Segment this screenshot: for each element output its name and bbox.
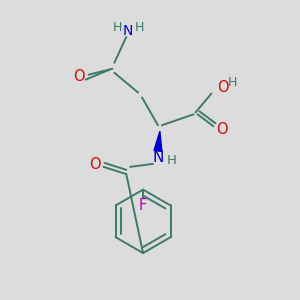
Text: N: N bbox=[152, 150, 164, 165]
Text: O: O bbox=[217, 122, 228, 137]
Text: F: F bbox=[139, 198, 147, 213]
Text: H: H bbox=[167, 154, 177, 167]
Text: O: O bbox=[73, 69, 85, 84]
Text: H: H bbox=[134, 21, 144, 34]
Text: O: O bbox=[218, 80, 229, 95]
Polygon shape bbox=[154, 131, 162, 152]
Text: N: N bbox=[123, 24, 134, 38]
Text: O: O bbox=[89, 158, 100, 172]
Text: H: H bbox=[112, 21, 122, 34]
Text: H: H bbox=[227, 76, 237, 89]
